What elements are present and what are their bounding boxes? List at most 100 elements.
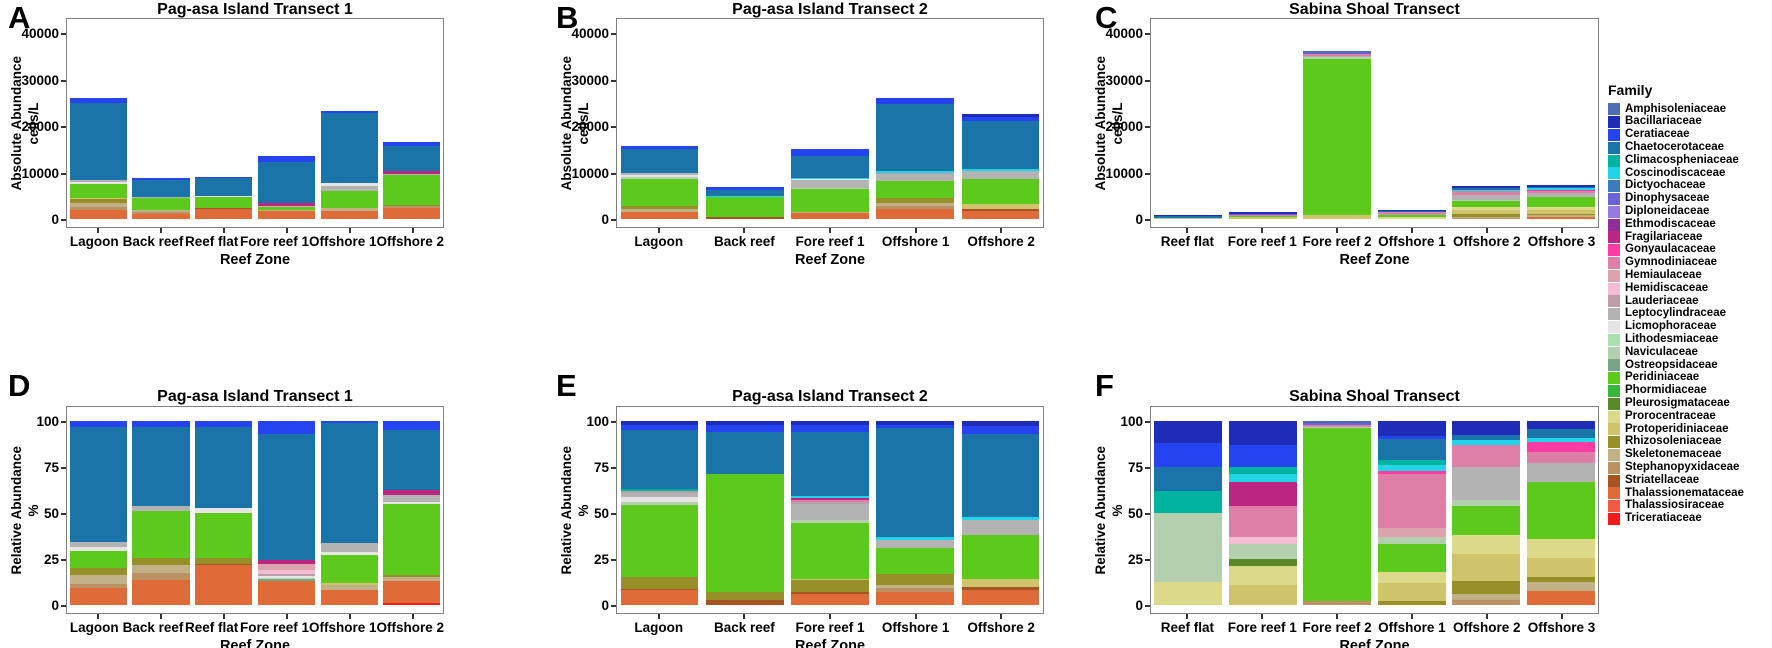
bar-segment-Licmophoraceae — [620, 497, 699, 502]
bar-slot — [1375, 19, 1450, 227]
bar-segment-Leptocylindraceae — [320, 543, 378, 552]
bar-slot — [873, 407, 958, 613]
legend-label: Lauderiaceae — [1625, 294, 1699, 307]
bar-segment-Skeletonemaceae — [320, 207, 378, 211]
bar-segment-Gymnodiniaceae — [1526, 452, 1595, 463]
bar-segment-Coscinodiscaceae — [791, 496, 869, 499]
y-tick-label: 100 — [586, 414, 609, 429]
y-tick-mark — [1145, 219, 1150, 221]
bars-container — [67, 19, 443, 227]
bar-segment-Hemiaulaceae — [257, 205, 315, 207]
bar-segment-Chaetocerotaceae — [132, 426, 190, 506]
panel-label: B — [556, 0, 579, 35]
bar-segment-Peridiniaceae — [876, 547, 954, 574]
panel-title: Pag-asa Island Transect 1 — [157, 388, 353, 405]
bar-segment-Ceratiaceae — [620, 145, 699, 149]
x-tick-slot — [192, 228, 255, 233]
y-tick-mark — [1145, 559, 1150, 561]
bar-segment-Skeletonemaceae — [620, 208, 699, 212]
x-tick-label: Offshore 1 — [308, 234, 377, 249]
y-tick-mark — [61, 559, 66, 561]
y-tick-label: 25 — [43, 552, 59, 567]
legend-swatch-icon — [1608, 359, 1620, 372]
bar-segment-Protoperidiniaceae — [1452, 553, 1521, 582]
x-axis-labels: Lagoon Back reef Reef flat Fore reef 1 Offsh… — [66, 620, 444, 635]
y-tick-label: 0 — [51, 212, 59, 227]
plot-area — [1150, 18, 1599, 228]
bar-segment-Protoperidiniaceae — [69, 197, 127, 200]
bar-segment-Peridiniaceae — [1303, 58, 1372, 216]
y-tick-mark — [1145, 467, 1150, 469]
bars-container — [1151, 19, 1598, 227]
bar-segment-Leptocylindraceae — [320, 186, 378, 192]
x-tick-mark — [348, 614, 351, 619]
bar-segment-Thalassionemataceae — [383, 581, 441, 604]
bar-segment-Protoperidiniaceae — [1228, 217, 1297, 219]
legend-label: Fragilariaceae — [1625, 230, 1703, 243]
bar-segment-Chaetocerotaceae — [132, 180, 190, 197]
bar-segment-Chaetocerotaceae — [876, 428, 954, 537]
bar-segment-Ceratiaceae — [620, 424, 699, 431]
bar-segment-Ceratiaceae — [706, 187, 784, 190]
bar-segment-Rhizosoleniaceae — [1452, 581, 1521, 594]
bar-segment-Climacospheniaceae — [620, 489, 699, 491]
stacked-bar — [961, 114, 1040, 219]
stacked-bar — [1228, 211, 1297, 219]
x-axis-labels: Reef flat Fore reef 1 Fore reef 2 Offshore … — [1150, 234, 1599, 249]
panel-label: D — [8, 368, 31, 403]
x-tick-label: Offshore 3 — [1527, 234, 1596, 249]
y-tick-label: 40000 — [571, 26, 609, 41]
bar-segment-Ceratiaceae — [876, 97, 954, 105]
bar-segment-Chaetocerotaceae — [620, 430, 699, 490]
bar-segment-Gymnodiniaceae — [1377, 474, 1446, 528]
panel-c: C Sabina Shoal Transect Absolute Abundan… — [1082, 0, 1604, 300]
legend-label: Protoperidiniaceae — [1625, 422, 1729, 435]
legend-item: Gymnodiniaceae — [1608, 257, 1770, 270]
stacked-bar — [620, 421, 699, 605]
stacked-bar — [1452, 186, 1521, 219]
bar-segment-Chaetocerotaceae — [1377, 439, 1446, 460]
y-tick-mark — [611, 467, 616, 469]
bar-segment-Bacillariaceae — [1377, 209, 1446, 212]
bar-segment-Coscinodiscaceae — [1377, 465, 1446, 471]
y-tick-label: 0 — [1135, 212, 1143, 227]
bar-segment-Fragilariaceae — [383, 170, 441, 174]
x-tick-mark — [96, 614, 99, 619]
x-axis-labels: Lagoon Back reef Fore reef 1 Offshore 1 Offs… — [616, 234, 1044, 249]
x-tick-mark — [1261, 614, 1264, 619]
y-tick-mark — [611, 79, 616, 82]
bar-segment-Chaetocerotaceae — [383, 430, 441, 491]
bar-segment-Leptocylindraceae — [69, 179, 127, 182]
bar-segment-Bacillariaceae — [1228, 421, 1297, 445]
legend-swatch-icon — [1608, 461, 1620, 474]
bar-slot — [192, 407, 255, 613]
legend-item: Coscinodiscaceae — [1608, 167, 1770, 180]
x-axis-title: Reef Zone — [1339, 638, 1410, 648]
x-axis-title: Reef Zone — [219, 638, 291, 648]
x-axis-tickmarks — [616, 614, 1044, 619]
bar-segment-Skeletonemaceae — [132, 209, 190, 213]
x-tick-label: Fore reef 1 — [795, 234, 865, 249]
legend-label: Dictyochaceae — [1625, 179, 1706, 192]
plot-area — [1150, 406, 1599, 614]
legend-swatch-icon — [1608, 448, 1620, 461]
x-tick-slot — [318, 614, 381, 619]
bar-segment-Thalassionemataceae — [791, 213, 869, 219]
legend-items: Amphisoleniaceae Bacillariaceae Ceratiacea… — [1608, 103, 1770, 525]
bar-segment-Ceratiaceae — [320, 421, 378, 423]
bar-segment-Lauderiaceae — [876, 172, 954, 174]
legend-item: Pleurosigmataceae — [1608, 397, 1770, 410]
bar-segment-Chaetocerotaceae — [1526, 428, 1595, 438]
y-tick-mark — [611, 559, 616, 561]
bar-segment-Stephanopyxidaceae — [876, 588, 954, 593]
legend-label: Diploneidaceae — [1625, 205, 1710, 218]
bar-segment-Protoperidiniaceae — [1228, 584, 1297, 605]
stacked-bar — [1377, 209, 1446, 219]
y-tick-label: 50 — [593, 506, 609, 521]
x-tick-slot — [616, 228, 702, 233]
x-tick-label: Reef flat — [1160, 620, 1215, 635]
bar-segment-Protoperidiniaceae — [1377, 582, 1446, 602]
bar-segment-Ceratiaceae — [69, 98, 127, 104]
bar-segment-Protoperidiniaceae — [961, 579, 1040, 587]
x-tick-slot — [616, 614, 702, 619]
